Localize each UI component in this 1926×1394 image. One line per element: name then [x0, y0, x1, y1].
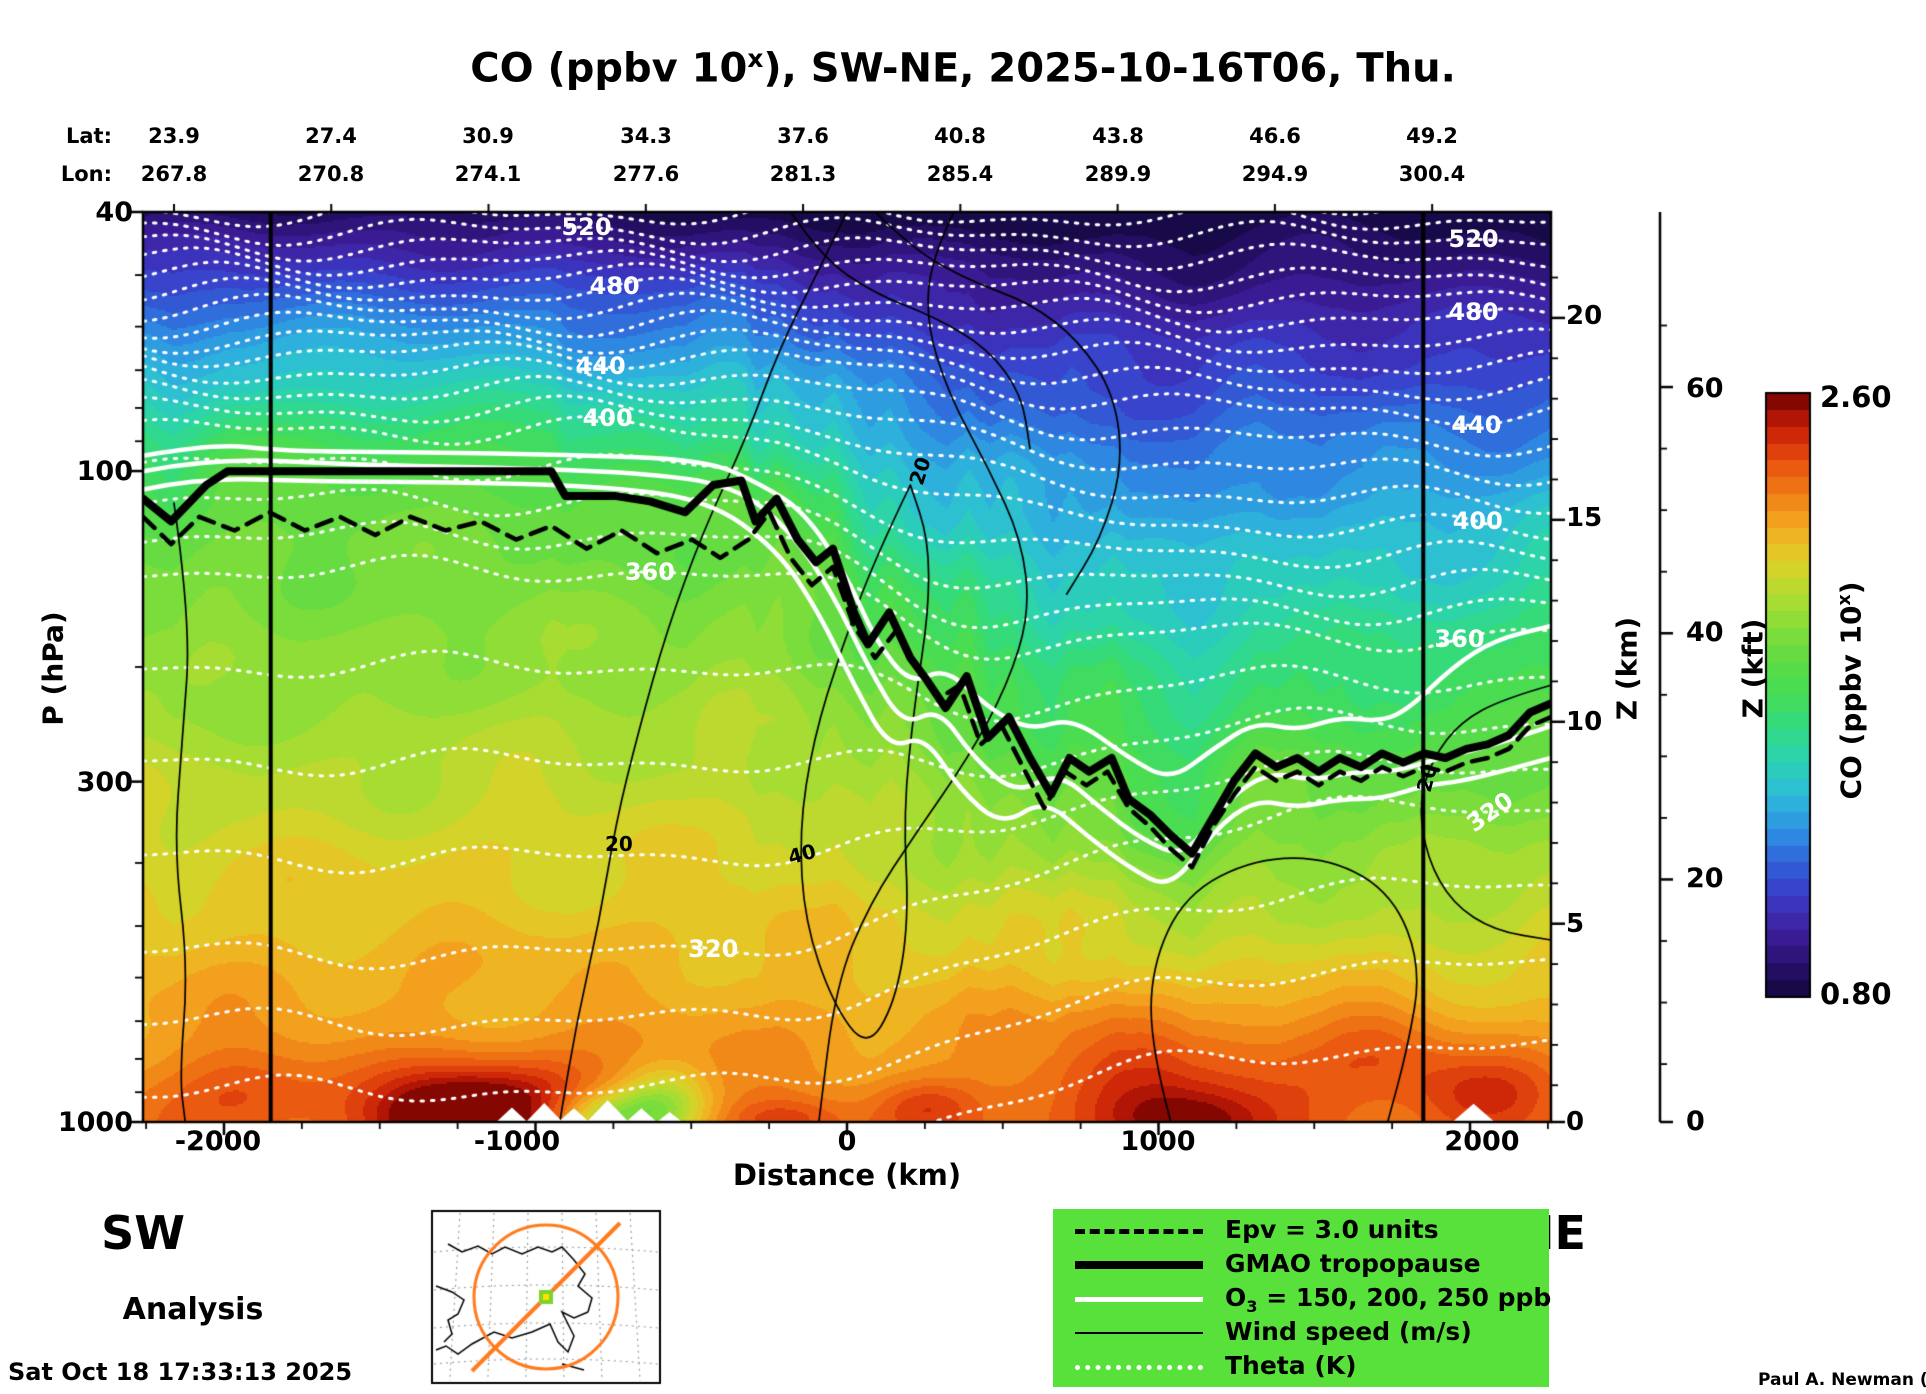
zkm-tick: 20: [1566, 301, 1603, 331]
legend-label-epv: Epv = 3.0 units: [1225, 1215, 1439, 1244]
legend-line-epv: [1075, 1229, 1203, 1234]
lat-value: 37.6: [777, 124, 829, 148]
lon-value: 274.1: [454, 162, 522, 186]
credit: Paul A. Newman (NASA: [1758, 1370, 1926, 1390]
zkm-tick: 5: [1566, 909, 1585, 939]
chart-title-text: CO (ppbv 10: [470, 45, 748, 92]
zkm-tick: 0: [1566, 1107, 1585, 1137]
distance-tick: 1000: [1120, 1126, 1196, 1157]
zkft-tick: 40: [1686, 617, 1724, 648]
wind-contour-label: 20: [1411, 761, 1443, 795]
theta-contour-label: 320: [1461, 785, 1520, 838]
chart-title-suffix: ), SW-NE, 2025-10-16T06, Thu.: [763, 45, 1456, 92]
distance-axis-title: Distance (km): [732, 1158, 962, 1192]
colorbar-title: CO (ppbv 10x): [1834, 582, 1868, 800]
pressure-tick: 1000: [57, 1107, 133, 1138]
zkm-tick: 10: [1566, 707, 1603, 737]
lat-value: 30.9: [462, 124, 514, 148]
lon-value: 281.3: [769, 162, 837, 186]
wind-contour-label: 20: [904, 454, 936, 489]
colorbar-max: 2.60: [1820, 380, 1892, 414]
colorbar-min: 0.80: [1820, 977, 1892, 1011]
lon-value: 270.8: [297, 162, 365, 186]
zkm-axis-title: Z (km): [1610, 616, 1644, 721]
legend-line-theta: [1075, 1365, 1203, 1370]
pressure-tick: 100: [76, 456, 133, 487]
zkft-axis-title: Z (kft): [1736, 618, 1770, 719]
timestamp: Sat Oct 18 17:33:13 2025: [8, 1358, 353, 1386]
zkft-tick: 60: [1686, 373, 1724, 404]
theta-contour-label: 360: [624, 557, 675, 586]
legend-label-ozone-prefix: O: [1225, 1283, 1247, 1312]
lat-value: 40.8: [934, 124, 986, 148]
theta-contour-label: 400: [582, 404, 633, 433]
theta-contour-label: 520: [561, 213, 612, 242]
legend-label-ozone: O3 = 150, 200, 250 ppb: [1225, 1283, 1551, 1316]
theta-contour-label: 480: [1448, 298, 1499, 327]
theta-contour-label: 520: [1448, 225, 1499, 254]
lon-value: 277.6: [612, 162, 680, 186]
colorbar-title-text: CO (ppbv 10: [1834, 605, 1868, 800]
legend-line-tropopause: [1075, 1261, 1203, 1269]
legend-line-wind: [1075, 1332, 1203, 1334]
lat-row-label: Lat:: [66, 124, 112, 148]
distance-tick: -1000: [473, 1126, 561, 1157]
legend-label-ozone-sub: 3: [1246, 1297, 1258, 1316]
legend-label-wind: Wind speed (m/s): [1225, 1317, 1472, 1346]
colorbar-title-sup: x: [1835, 594, 1856, 606]
lat-value: 23.9: [148, 124, 200, 148]
theta-contour-label: 360: [1434, 624, 1485, 653]
lat-value: 34.3: [620, 124, 672, 148]
distance-tick: 2000: [1444, 1126, 1520, 1157]
legend-label-theta: Theta (K): [1225, 1351, 1357, 1380]
zkft-tick: 0: [1686, 1106, 1705, 1137]
pressure-axis-title: P (hPa): [36, 611, 70, 726]
legend-label-ozone-suffix: = 150, 200, 250 ppb: [1257, 1283, 1552, 1312]
lon-value: 285.4: [926, 162, 994, 186]
theta-contour-label: 440: [1451, 411, 1502, 440]
theta-contour-label: 400: [1452, 507, 1503, 536]
lon-value: 294.9: [1241, 162, 1309, 186]
lat-value: 49.2: [1406, 124, 1458, 148]
lon-value: 267.8: [140, 162, 208, 186]
lon-row-label: Lon:: [60, 162, 112, 186]
zkft-tick: 20: [1686, 863, 1724, 894]
analysis-label: Analysis: [122, 1292, 264, 1327]
wind-contour-label: 20: [604, 832, 633, 857]
distance-tick: -2000: [174, 1126, 262, 1157]
colorbar-title-suffix: ): [1834, 581, 1868, 595]
wind-contour-label: 40: [785, 838, 819, 869]
pressure-tick: 300: [76, 767, 133, 798]
lat-value: 46.6: [1249, 124, 1301, 148]
lon-value: 289.9: [1084, 162, 1152, 186]
lon-value: 300.4: [1398, 162, 1466, 186]
zkm-tick: 15: [1566, 503, 1603, 533]
theta-contour-label: 320: [688, 934, 739, 963]
lat-value: 27.4: [305, 124, 357, 148]
legend: Epv = 3.0 units GMAO tropopause O3 = 150…: [1053, 1209, 1551, 1387]
distance-tick: 0: [837, 1126, 857, 1157]
theta-contour-label: 440: [575, 351, 626, 380]
inset-map: [432, 1211, 660, 1383]
legend-label-tropopause: GMAO tropopause: [1225, 1249, 1481, 1278]
chart-title: CO (ppbv 10x), SW-NE, 2025-10-16T06, Thu…: [0, 44, 1926, 91]
pressure-tick: 40: [95, 197, 133, 228]
chart-title-sup: x: [747, 44, 764, 73]
lat-value: 43.8: [1092, 124, 1144, 148]
corner-label-sw: SW: [101, 1206, 185, 1260]
legend-line-ozone: [1075, 1297, 1203, 1302]
theta-contour-label: 480: [589, 271, 640, 300]
